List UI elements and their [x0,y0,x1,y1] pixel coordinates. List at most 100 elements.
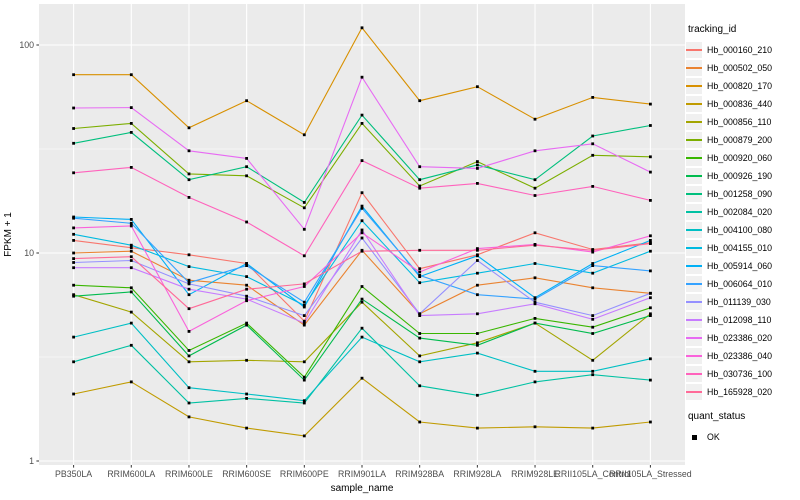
data-point [302,360,306,364]
data-point [591,185,595,188]
data-point [360,206,364,210]
data-point [533,380,537,384]
x-tick-label: RRII105LA_Stressed [609,469,692,479]
data-point [418,274,422,277]
x-tick-label: RRIM901LA [338,469,386,479]
data-point [418,314,422,317]
data-point [302,323,306,327]
legend-items: Hb_000160_210 Hb_000502_050 Hb_000820_170 H… [686,41,798,401]
data-point [72,294,75,298]
data-point [129,243,133,247]
data-point [649,269,652,273]
x-tick-label: PB350LA [55,469,92,479]
legend-color-line [686,49,702,51]
legend-item: Hb_023386_040 [686,347,798,365]
data-point [72,73,75,77]
legend-color-line [686,301,702,303]
data-point [533,262,537,265]
data-point [302,314,306,317]
data-point [187,282,191,286]
legend-item: Hb_000160_210 [686,41,798,59]
data-point [418,267,422,271]
data-point [302,401,306,405]
data-point [72,141,75,145]
data-point [649,124,652,127]
data-point [72,360,75,364]
data-point [591,264,595,267]
data-point [72,239,75,242]
legend-color-line [686,193,702,195]
data-point [187,330,191,333]
data-point [72,106,75,110]
data-point [302,375,306,379]
data-point [187,126,191,130]
data-point [418,420,422,424]
x-tick-label: RRIM600PE [280,469,329,479]
y-tick-label: 100 [19,40,34,50]
x-tick-label: RRIM600LA [107,469,155,479]
data-point [360,113,364,117]
legend-item-label: Hb_000836_440 [707,99,773,109]
legend-quant-block: quant_status OK [686,411,798,446]
data-point [245,426,248,430]
data-point [72,216,75,220]
data-point [360,191,364,195]
legend-color-line [686,157,702,159]
legend-key-swatch [686,366,702,382]
legend-item-label: Hb_030736_100 [707,369,773,379]
data-point [302,254,306,258]
data-point [302,282,306,286]
legend-color-line [686,355,702,357]
legend-item-label: Hb_165928_020 [707,387,773,397]
data-point [72,335,75,339]
data-point [649,314,652,317]
data-point [649,234,652,238]
legend-key-swatch [686,186,702,202]
legend-item-label: Hb_000856_110 [707,117,772,127]
data-point [533,425,537,429]
legend-item: Hb_000502_050 [686,59,798,77]
legend-item: Hb_004155_010 [686,239,798,257]
legend-color-line [686,391,702,393]
data-point [476,293,479,297]
data-point [187,401,191,405]
data-point [591,317,595,321]
data-point [418,184,422,188]
data-point [476,167,479,170]
data-point [476,163,479,167]
legend-key-swatch [686,42,702,58]
data-point [591,271,595,275]
legend-item: Hb_011139_030 [686,293,798,311]
data-point [476,182,479,185]
data-point [476,283,479,287]
data-point [418,186,422,190]
legend-key-swatch [686,204,702,220]
x-tick-label: RRII105LA_Control [555,469,631,479]
data-point [129,321,133,325]
data-point [187,196,191,199]
data-point [360,326,364,330]
data-point [72,171,75,175]
legend-item-label: Hb_000920_060 [707,153,773,163]
x-tick-label: RRIM928LA [453,469,501,479]
data-point [72,226,75,230]
data-point [476,393,479,397]
data-point [533,276,537,280]
data-point [476,248,479,252]
data-point [360,285,364,288]
data-point [533,194,537,197]
data-point [129,343,133,347]
data-point [72,257,75,260]
legend-item-label: Hb_023386_020 [707,333,773,343]
legend-item: Hb_001258_090 [686,185,798,203]
black-square-marker-icon [692,435,697,440]
data-point [418,270,422,274]
data-point [591,332,595,335]
data-point [591,426,595,430]
data-point [245,294,248,298]
data-point [129,246,133,250]
legend-item-label: Hb_000879_200 [707,135,773,145]
legend-key-swatch [686,96,702,112]
legend-color-line [686,373,702,375]
legend-key-swatch [686,168,702,184]
